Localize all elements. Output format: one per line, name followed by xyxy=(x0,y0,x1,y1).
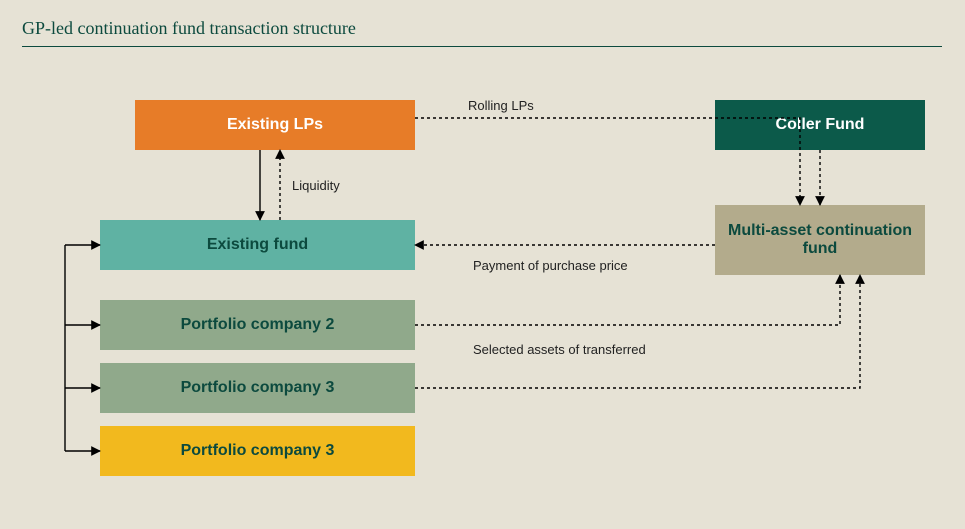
title-rule xyxy=(22,46,942,47)
page-title: GP-led continuation fund transaction str… xyxy=(22,18,356,39)
node-pc2: Portfolio company 2 xyxy=(100,300,415,350)
node-existing_lps: Existing LPs xyxy=(135,100,415,150)
node-pc3a: Portfolio company 3 xyxy=(100,363,415,413)
edge-pc2_to_cont xyxy=(415,275,840,325)
edge-pc3a_to_cont xyxy=(415,275,860,388)
edge-label-pc2_to_cont: Selected assets of transferred xyxy=(473,342,646,357)
edge-label-fund_to_lps_dotted: Liquidity xyxy=(292,178,340,193)
edge-label-lps_to_cont_rolling: Rolling LPs xyxy=(468,98,534,113)
edge-label-cont_to_fund_pay: Payment of purchase price xyxy=(473,258,628,273)
node-existing_fund: Existing fund xyxy=(100,220,415,270)
node-cont_fund: Multi-asset continuation fund xyxy=(715,205,925,275)
node-pc3b: Portfolio company 3 xyxy=(100,426,415,476)
node-coller_fund: Coller Fund xyxy=(715,100,925,150)
